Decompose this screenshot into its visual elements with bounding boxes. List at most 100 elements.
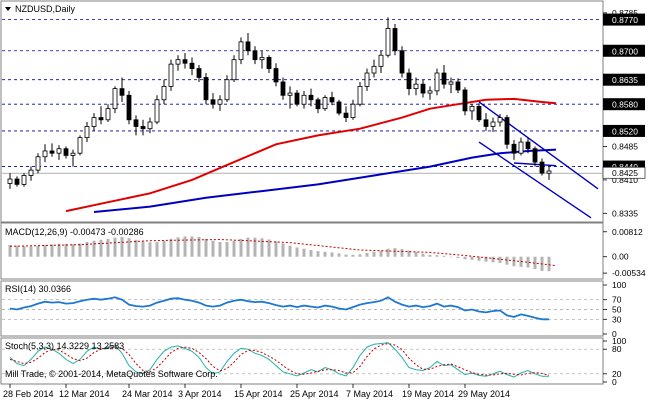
macd-histogram-bar (169, 238, 173, 257)
candle-body (546, 170, 552, 174)
candle-body (35, 156, 41, 171)
macd-histogram-bar (57, 243, 61, 257)
macd-axis-label: 0.00 (612, 252, 629, 262)
macd-histogram-bar (400, 249, 404, 257)
stoch-axis-label: 80 (612, 344, 622, 354)
macd-histogram-bar (309, 249, 313, 257)
rsi-axis-label: 100 (612, 280, 626, 290)
candle-body (476, 106, 482, 121)
candle-body (399, 50, 405, 74)
price-axis-label: 0.8335 (612, 208, 638, 218)
macd-histogram-bar (260, 238, 264, 257)
macd-histogram-bar (337, 253, 341, 257)
rsi-title: RSI(14) 30.0366 (5, 284, 71, 294)
stoch-signal-line (9, 342, 550, 376)
symbol-title: NZDUSD,Daily (15, 4, 76, 14)
candle-body (168, 63, 174, 87)
macd-histogram-bar (421, 253, 425, 257)
macd-histogram-bar (253, 237, 257, 257)
ma-fast-line (65, 97, 557, 213)
macd-histogram-bar (330, 252, 334, 257)
candle-body (434, 72, 440, 92)
current-price-box (602, 166, 646, 179)
macd-histogram-bar (442, 255, 446, 257)
stoch-axis-label: 100 (612, 336, 626, 346)
macd-histogram-bar (246, 237, 250, 257)
macd-histogram-bar (120, 237, 124, 257)
candle-body (126, 94, 132, 121)
candle-body (532, 148, 538, 163)
candle-body (504, 117, 510, 145)
moving-averages (65, 97, 557, 213)
macd-histogram-bar (344, 254, 348, 257)
date-axis-label: 24 Mar 2014 (122, 389, 173, 399)
rsi-axis-label: 50 (612, 305, 622, 315)
stoch-title: Stoch(5,3,3) 14.3229 13.2583 (5, 341, 124, 351)
rsi-axis-label: 0 (612, 329, 617, 339)
candle-body (252, 50, 258, 61)
candle-body (378, 54, 384, 67)
macd-histogram-bar (190, 236, 194, 257)
rsi-axis-label: 30 (612, 314, 622, 324)
candle-body (98, 117, 104, 121)
stoch-panel-frame (0, 337, 604, 385)
rsi-line (9, 296, 549, 321)
symbol-dropdown-icon[interactable] (5, 7, 11, 11)
macd-histogram-bar (8, 245, 12, 257)
macd-histogram-bar (232, 240, 236, 257)
level-label-text: 0.8700 (612, 46, 638, 56)
price-axis-label: 0.8485 (612, 142, 638, 152)
macd-histogram-bar (505, 256, 509, 265)
macd-histogram-bar (218, 241, 222, 257)
price-axis-label: 0.8785 (612, 8, 638, 18)
macd-histogram-bar (512, 256, 516, 267)
macd-histogram-bar (435, 255, 439, 257)
macd-histogram-bar (141, 241, 145, 257)
candle-body (469, 106, 475, 112)
candle-body (189, 62, 195, 69)
date-axis-label: 29 May 2014 (458, 389, 510, 399)
macd-title: MACD(12,26,9) -0.00473 -0.00286 (5, 227, 144, 237)
candle-body (406, 72, 412, 90)
price-axis-label: 0.8410 (612, 175, 638, 185)
rsi-axis-label: 70 (612, 295, 622, 305)
candle-body (259, 57, 265, 61)
candle-body (266, 57, 272, 69)
macd-histogram-bar (127, 238, 131, 257)
candle-body (56, 148, 62, 154)
macd-histogram-bar (176, 237, 180, 257)
date-axis-label: 3 Apr 2014 (178, 389, 222, 399)
candle-body (336, 101, 342, 114)
candle-body (42, 150, 48, 158)
macd-histogram-bar (281, 243, 285, 257)
candle-body (140, 126, 146, 130)
ma-slow-line (93, 148, 557, 213)
candle-body (357, 85, 363, 105)
macd-histogram-bar (134, 239, 138, 257)
candle-body (364, 72, 370, 87)
macd-histogram-bar (477, 256, 481, 261)
candle-body (84, 126, 90, 139)
macd-histogram-bar (22, 246, 26, 257)
level-label-box (603, 124, 645, 137)
price-level-labels: 0.87700.87000.86350.85800.85200.84400.84… (602, 13, 646, 179)
candle-body (308, 94, 314, 101)
macd-histogram-bar (302, 248, 306, 257)
macd-histogram-bar (78, 243, 82, 257)
candle-body (448, 81, 454, 85)
macd-histogram-bar (162, 240, 166, 257)
macd-histogram-bar (379, 250, 383, 257)
level-label-text: 0.8580 (612, 100, 638, 110)
channel-lower-line (478, 141, 592, 219)
candle-body (245, 41, 251, 52)
candle-body (301, 94, 307, 105)
price-panel-frame (0, 0, 604, 223)
candle-body (217, 99, 223, 105)
candle-body (455, 81, 461, 91)
candle-body (420, 83, 426, 94)
macd-histogram-bar (323, 251, 327, 257)
candle-body (147, 121, 153, 130)
candle-body (343, 112, 349, 118)
macd-histogram-bar (470, 256, 474, 260)
